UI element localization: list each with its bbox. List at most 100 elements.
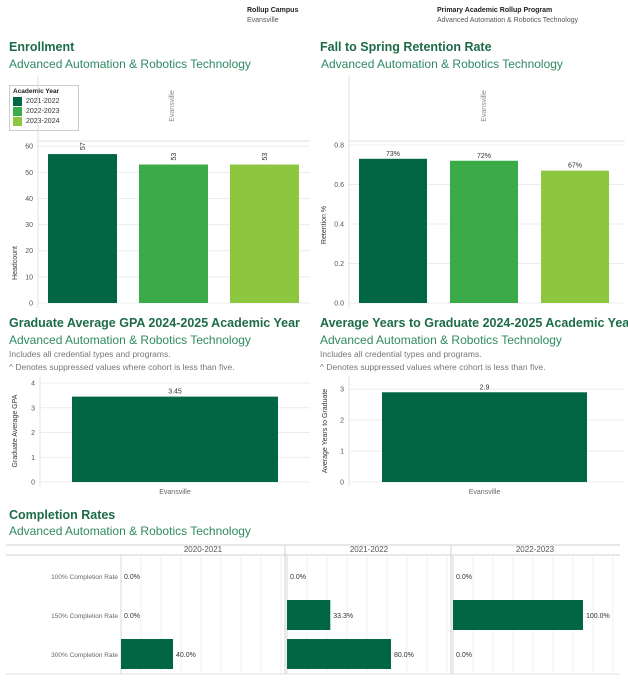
bar[interactable]	[48, 154, 117, 303]
bar-value-label: 3.45	[168, 389, 182, 396]
bar-value-label: 33.3%	[333, 613, 353, 620]
bar[interactable]	[541, 170, 609, 303]
bar-value-label: 0.0%	[124, 613, 140, 620]
bar-value-label: 2.9	[480, 384, 490, 391]
y-tick-label: 0.2	[334, 261, 344, 268]
bar[interactable]	[72, 396, 278, 482]
years-chart: 0 1 2 3 2.9 Evansville Average Years to Grad…	[322, 376, 625, 496]
legend-item[interactable]: 2021-2022	[13, 97, 75, 106]
y-tick-label: 0	[31, 480, 35, 487]
y-tick-label: 1	[31, 455, 35, 462]
y-tick-label: 0	[29, 301, 33, 308]
y-tick-label: 2	[31, 430, 35, 437]
bar-value-label: 53	[171, 153, 178, 161]
legend-swatch	[13, 117, 22, 126]
enrollment-chart: Evansville 0 10 20 30 40 50 60 57 53 53 Headcoun…	[12, 75, 310, 308]
enrollment-subtitle: Advanced Automation & Robotics Technolog…	[9, 57, 251, 71]
bar[interactable]	[382, 392, 587, 482]
legend-label: 2023-2024	[26, 118, 60, 125]
bars: 57 53 53	[48, 142, 299, 303]
bars: 73% 72% 67%	[359, 151, 609, 303]
y-axis-label: Average Years to Graduate	[322, 389, 329, 473]
bar[interactable]	[287, 600, 331, 630]
bar-value-label: 80.0%	[394, 652, 414, 659]
y-tick-label: 10	[25, 274, 33, 281]
retention-subtitle: Advanced Automation & Robotics Technolog…	[321, 57, 563, 71]
gpa-title: Graduate Average GPA 2024-2025 Academic …	[9, 316, 300, 330]
legend-item[interactable]: 2022-2023	[13, 107, 75, 116]
column-header: Evansville	[481, 90, 488, 122]
y-tick-label: 0.0	[334, 301, 344, 308]
row-labels: 100% Completion Rate 150% Completion Rate…	[51, 574, 118, 659]
y-tick-label: 3	[340, 387, 344, 394]
campus-filter-value[interactable]: Evansville	[247, 17, 279, 24]
years-title: Average Years to Graduate 2024-2025 Acad…	[320, 316, 628, 330]
legend-swatch	[13, 107, 22, 116]
enrollment-title: Enrollment	[9, 40, 75, 54]
column-headers: 2020-2021 2021-2022 2022-2023	[184, 545, 555, 554]
retention-title: Fall to Spring Retention Rate	[320, 40, 492, 54]
bar-value-label: 0.0%	[290, 574, 306, 581]
y-tick-label: 20	[25, 248, 33, 255]
y-axis-label: Graduate Average GPA	[12, 394, 19, 467]
program-filter-label: Primary Academic Rollup Program	[437, 7, 553, 14]
years-note: ^ Denotes suppressed values where cohort…	[320, 362, 546, 372]
legend-item[interactable]: 2023-2024	[13, 117, 75, 126]
bars: 3.45 Evansville	[72, 389, 278, 496]
bar-value-label: 0.0%	[456, 652, 472, 659]
y-axis-label: Headcount	[12, 246, 19, 280]
bar[interactable]	[453, 600, 583, 630]
legend-title: Academic Year	[13, 88, 60, 95]
bar[interactable]	[359, 158, 427, 303]
completion-title: Completion Rates	[9, 508, 116, 522]
y-tick-label: 40	[25, 196, 33, 203]
row-label: 300% Completion Rate	[51, 652, 118, 659]
gpa-note: ^ Denotes suppressed values where cohort…	[9, 362, 235, 372]
retention-chart: Evansville 0.0 0.2 0.4 0.6 0.8 73% 72% 67% Ret…	[321, 75, 625, 308]
bar-value-label: 53	[262, 153, 269, 161]
legend-label: 2021-2022	[26, 98, 60, 105]
bars: 2.9 Evansville	[382, 384, 587, 496]
y-tick-label: 4	[31, 381, 35, 388]
enrollment-legend: Academic Year 2021-2022 2022-2023 2023-2…	[9, 85, 79, 131]
y-tick-label: 50	[25, 170, 33, 177]
y-tick-label: 60	[25, 144, 33, 151]
completion-chart: 2020-2021 2021-2022 2022-2023 100% Complet…	[6, 544, 620, 675]
y-tick-label: 3	[31, 405, 35, 412]
y-tick-label: 2	[340, 418, 344, 425]
y-tick-label: 0	[340, 480, 344, 487]
bar-value-label: 40.0%	[176, 652, 196, 659]
y-tick-label: 0.6	[334, 182, 344, 189]
y-tick-label: 0.8	[334, 142, 344, 149]
legend-label: 2022-2023	[26, 108, 60, 115]
x-tick-label: Evansville	[469, 489, 501, 496]
bar[interactable]	[230, 164, 299, 303]
bar-value-label: 72%	[477, 153, 491, 160]
y-tick-label: 0.4	[334, 221, 344, 228]
bar[interactable]	[139, 164, 208, 303]
bar-value-label: 67%	[568, 163, 582, 170]
bar[interactable]	[450, 160, 518, 303]
bar[interactable]	[121, 639, 173, 669]
y-tick-label: 30	[25, 222, 33, 229]
bar-value-label: 0.0%	[124, 574, 140, 581]
row-label: 100% Completion Rate	[51, 574, 118, 581]
column-header: 2022-2023	[516, 545, 555, 554]
years-note: Includes all credential types and progra…	[320, 349, 482, 359]
gpa-note: Includes all credential types and progra…	[9, 349, 171, 359]
campus-filter-label: Rollup Campus	[247, 7, 299, 14]
x-tick-label: Evansville	[159, 489, 191, 496]
row-label: 150% Completion Rate	[51, 613, 118, 620]
bar-value-label: 73%	[386, 151, 400, 158]
bars: 0.0% 0.0% 40.0% 0.0% 33.3% 80.0% 0.0% 100.0% 0.0…	[121, 574, 610, 669]
years-subtitle: Advanced Automation & Robotics Technolog…	[320, 333, 562, 347]
column-header: Evansville	[169, 90, 176, 122]
gpa-subtitle: Advanced Automation & Robotics Technolog…	[9, 333, 251, 347]
bar[interactable]	[287, 639, 391, 669]
y-axis-label: Retention %	[321, 206, 328, 244]
y-tick-label: 1	[340, 449, 344, 456]
program-filter-value[interactable]: Advanced Automation & Robotics Technolog…	[437, 17, 579, 24]
bar-value-label: 0.0%	[456, 574, 472, 581]
completion-subtitle: Advanced Automation & Robotics Technolog…	[9, 524, 251, 538]
column-header: 2021-2022	[350, 545, 389, 554]
